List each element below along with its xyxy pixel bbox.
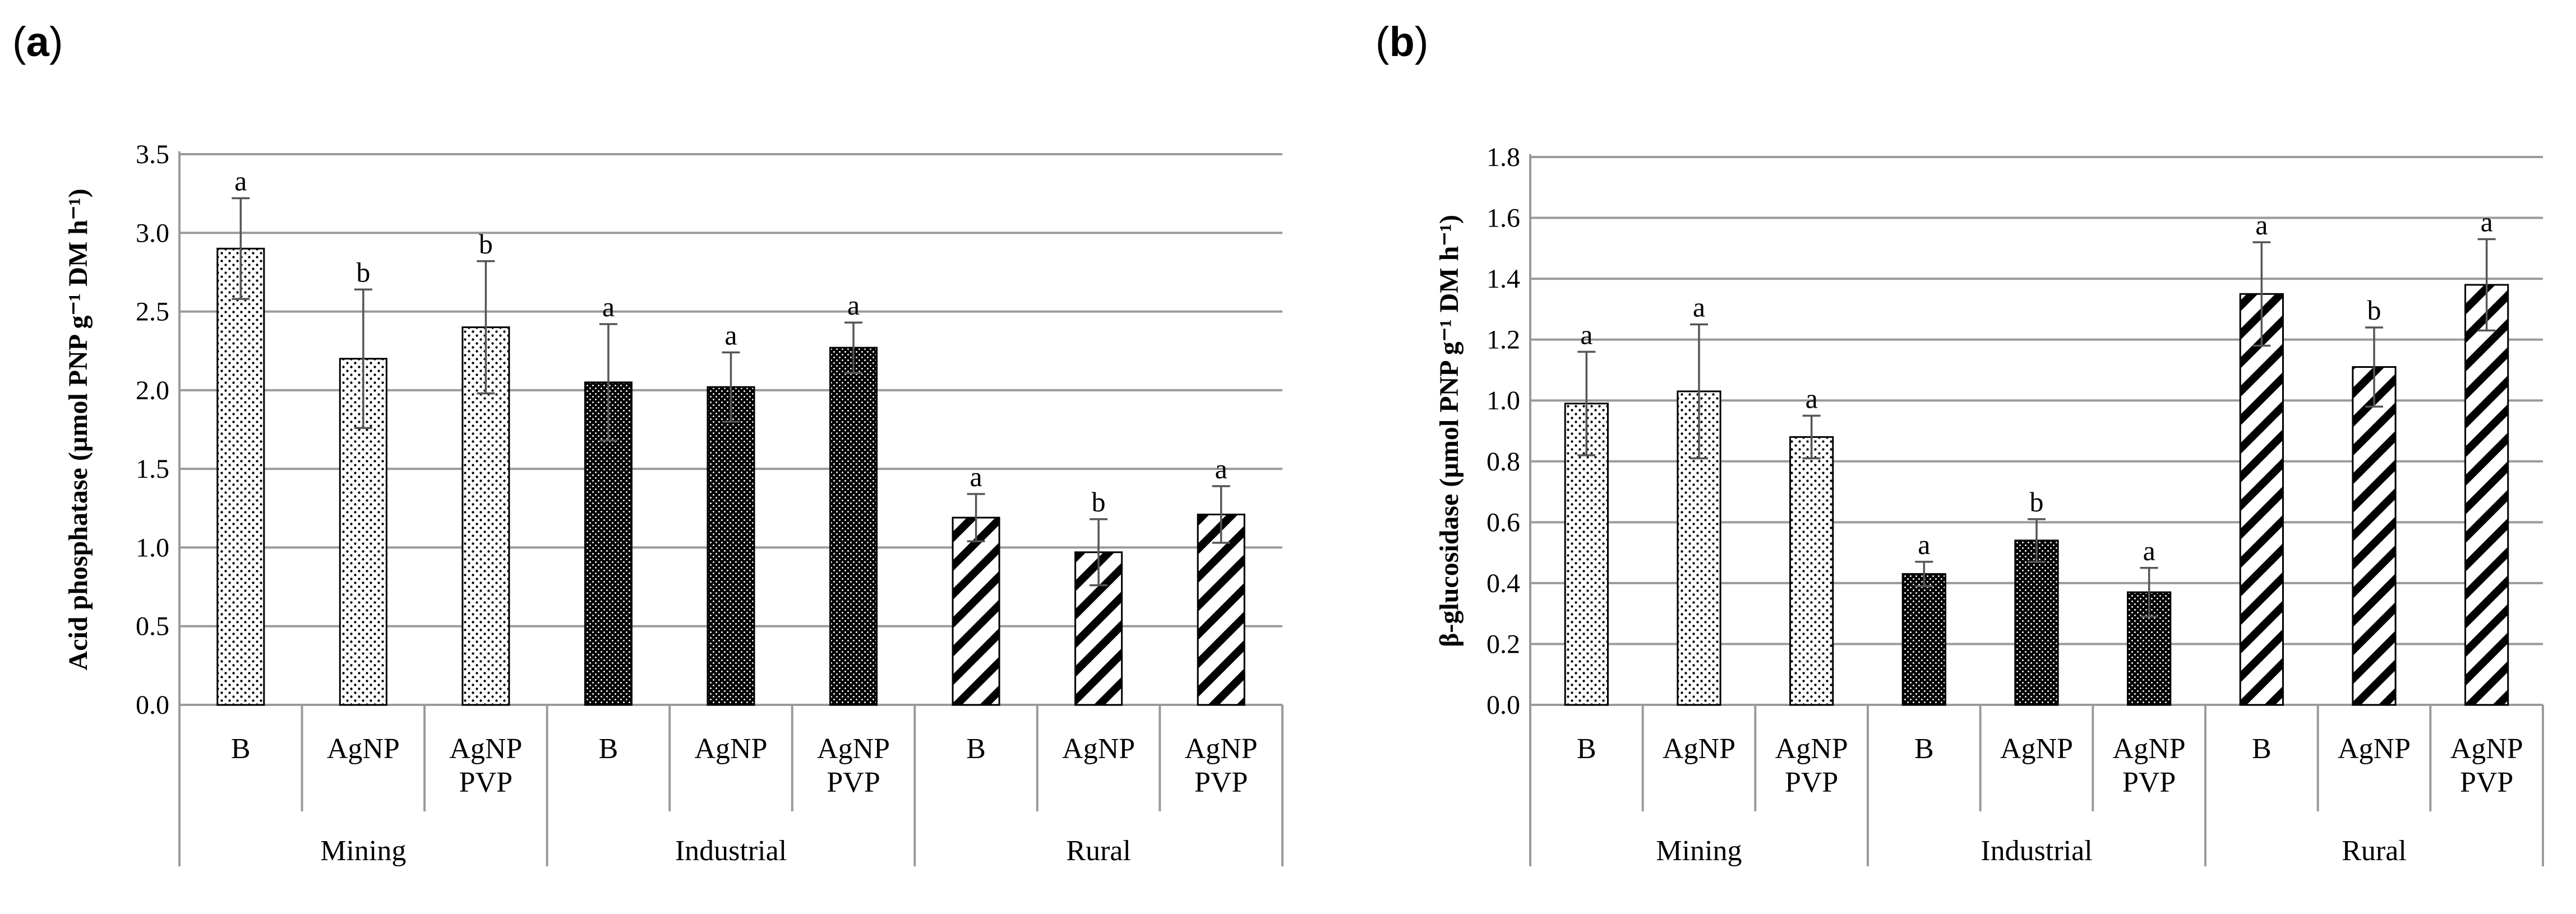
y-tick-label: 0.6 bbox=[1486, 507, 1520, 537]
category-label: AgNP bbox=[1062, 733, 1135, 765]
category-label: PVP bbox=[459, 767, 513, 798]
chart-beta-glucosidase: 0.0 0.2 0.4 0.6 0.8 1.0 1.2 1.4 1.6 1.8 β-glucosid… bbox=[1434, 142, 2544, 867]
category-label: AgNP bbox=[817, 733, 890, 765]
category-label: AgNP bbox=[2000, 733, 2073, 765]
y-tick-label: 0.0 bbox=[1486, 690, 1520, 720]
category-label: AgNP bbox=[1663, 733, 1735, 765]
bar-industrial-agnp-pvp bbox=[829, 347, 878, 706]
significance-letter-rural-agnp-pvp: a bbox=[1215, 453, 1227, 484]
category-label: AgNP bbox=[449, 733, 522, 765]
category-label: AgNP bbox=[2450, 733, 2523, 765]
category-label: AgNP bbox=[327, 733, 400, 765]
y-tick-label: 1.6 bbox=[1486, 204, 1520, 233]
bar-mining-agnp-pvp bbox=[1789, 436, 1834, 706]
bar-rural-agnp-pvp bbox=[1197, 514, 1245, 706]
group-label-rural: Rural bbox=[2342, 835, 2407, 867]
category-label: B bbox=[1577, 733, 1596, 765]
y-tick-label: 1.0 bbox=[1486, 386, 1520, 416]
y-axis-label: β-glucosidase (µmol PNP g⁻¹ DM h⁻¹) bbox=[1434, 215, 1464, 647]
y-tick-label: 2.0 bbox=[136, 376, 169, 405]
y-tick-label: 3.5 bbox=[136, 140, 169, 169]
significance-letter-mining-agnp-pvp: a bbox=[1806, 382, 1818, 414]
category-label: B bbox=[231, 733, 251, 765]
y-tick-label: 1.5 bbox=[136, 454, 169, 484]
significance-letter-industrial-b: a bbox=[602, 291, 615, 322]
y-tick-label: 1.2 bbox=[1486, 325, 1520, 355]
significance-letter-rural-agnp: b bbox=[2367, 294, 2381, 326]
y-tick-label: 0.8 bbox=[1486, 447, 1520, 477]
significance-letter-rural-agnp: b bbox=[1092, 486, 1106, 518]
category-label: AgNP bbox=[694, 733, 767, 765]
bar-mining-agnp-pvp bbox=[461, 326, 510, 706]
panel-a-label: (a) bbox=[12, 19, 63, 65]
category-label: B bbox=[1914, 733, 1934, 765]
significance-letter-mining-agnp-pvp: b bbox=[479, 228, 493, 260]
y-tick-label: 0.4 bbox=[1486, 569, 1520, 598]
y-tick-label: 0.5 bbox=[136, 612, 169, 641]
category-label: AgNP bbox=[1775, 733, 1848, 765]
category-label: B bbox=[599, 733, 618, 765]
chart-acid-phosphatase: 0.0 0.5 1.0 1.5 2.0 2.5 3.0 3.5 Acid phosphatase… bbox=[63, 140, 1284, 867]
category-label: PVP bbox=[1785, 767, 1838, 798]
category-label: AgNP bbox=[1185, 733, 1258, 765]
significance-letter-industrial-agnp-pvp: a bbox=[847, 289, 860, 321]
significance-letter-industrial-agnp-pvp: a bbox=[2143, 535, 2155, 566]
group-label-mining: Mining bbox=[320, 835, 406, 867]
significance-letter-industrial-b: a bbox=[1918, 529, 1930, 560]
significance-letter-rural-b: a bbox=[2255, 209, 2268, 241]
category-label: PVP bbox=[2122, 767, 2176, 798]
significance-letter-mining-agnp: a bbox=[1693, 292, 1705, 323]
significance-letter-mining-b: a bbox=[234, 165, 247, 197]
y-tick-label: 1.4 bbox=[1486, 264, 1520, 294]
significance-letter-mining-b: a bbox=[1580, 318, 1592, 350]
group-label-industrial: Industrial bbox=[1981, 835, 2092, 867]
bar-rural-agnp bbox=[2352, 366, 2397, 706]
significance-letter-industrial-agnp: b bbox=[2030, 486, 2044, 518]
panel-b-label: (b) bbox=[1375, 19, 1429, 65]
bar-industrial-agnp bbox=[2014, 539, 2059, 706]
bar-industrial-b bbox=[1901, 573, 1946, 706]
bar-rural-b bbox=[952, 516, 1000, 706]
y-tick-label: 0.0 bbox=[136, 690, 169, 720]
bar-rural-b bbox=[2239, 293, 2284, 706]
bar-rural-agnp-pvp bbox=[2464, 284, 2509, 706]
category-label: B bbox=[2252, 733, 2272, 765]
y-tick-label: 2.5 bbox=[136, 297, 169, 327]
significance-letter-rural-agnp-pvp: a bbox=[2481, 206, 2493, 238]
category-label: PVP bbox=[1194, 767, 1248, 798]
y-tick-label: 1.0 bbox=[136, 533, 169, 562]
group-label-mining: Mining bbox=[1656, 835, 1742, 867]
category-label: AgNP bbox=[2338, 733, 2411, 765]
category-label: PVP bbox=[2460, 767, 2513, 798]
category-label: B bbox=[966, 733, 986, 765]
category-label: PVP bbox=[827, 767, 880, 798]
y-tick-label: 0.2 bbox=[1486, 629, 1520, 659]
bar-industrial-agnp bbox=[707, 386, 755, 706]
y-tick-label: 1.8 bbox=[1486, 142, 1520, 172]
significance-letter-rural-b: a bbox=[970, 461, 982, 492]
y-tick-label: 3.0 bbox=[136, 218, 169, 248]
bar-mining-b bbox=[216, 247, 265, 706]
significance-letter-industrial-agnp: a bbox=[724, 320, 737, 351]
significance-letter-mining-agnp: b bbox=[356, 256, 370, 288]
y-axis-label: Acid phosphatase (µmol PNP g⁻¹ DM h⁻¹) bbox=[63, 188, 93, 670]
group-label-industrial: Industrial bbox=[675, 835, 787, 867]
group-label-rural: Rural bbox=[1066, 835, 1131, 867]
category-label: AgNP bbox=[2113, 733, 2186, 765]
bar-mining-agnp bbox=[339, 358, 387, 706]
